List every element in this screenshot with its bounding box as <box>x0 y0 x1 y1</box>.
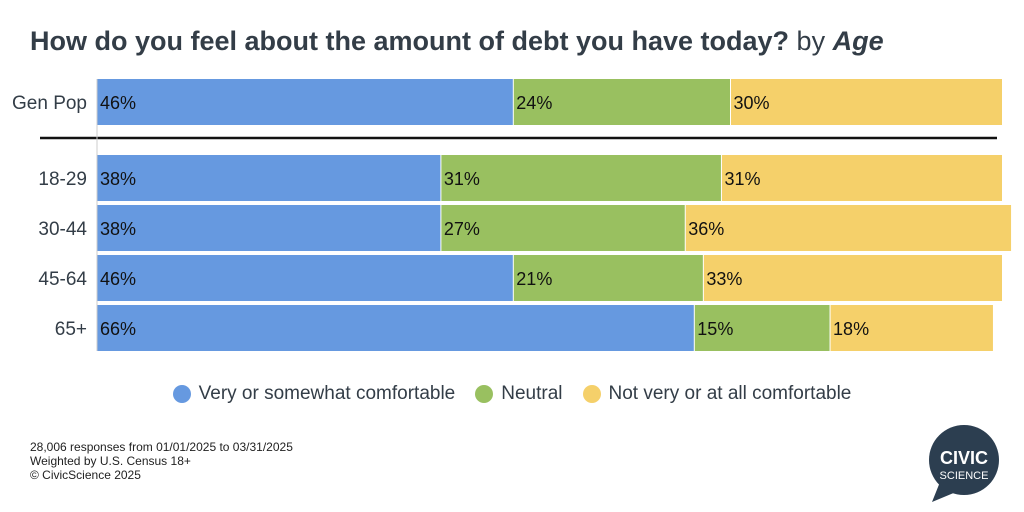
civicscience-logo: CIVIC SCIENCE <box>929 425 999 502</box>
data-label-30-44-not-very-or-at-all-comfortable: 36% <box>688 219 724 239</box>
category-label-45-64: 45-64 <box>38 269 87 290</box>
data-label-30-44-neutral: 27% <box>444 219 480 239</box>
bar-gen-pop-not-very-or-at-all-comfortable <box>730 79 1002 125</box>
legend-swatch <box>172 385 191 403</box>
category-label-30-44: 30-44 <box>38 219 87 240</box>
bar-18-29-neutral <box>440 155 722 201</box>
chart-title: How do you feel about the amount of debt… <box>30 26 884 57</box>
legend: Very or somewhat comfortable Neutral Not v… <box>0 383 1024 405</box>
logo-badge <box>929 425 999 495</box>
data-label-18-29-very-or-somewhat-comfortable: 38% <box>100 169 136 189</box>
bar-gen-pop-neutral <box>513 79 731 125</box>
data-label-18-29-not-very-or-at-all-comfortable: 31% <box>724 169 760 189</box>
category-label-65: 65+ <box>55 319 87 340</box>
bar-45-64-neutral <box>513 255 704 301</box>
logo-text-civic: CIVIC <box>940 448 988 468</box>
stacked-bar-chart: Gen Pop 46% 24% 30% 18-29 38% 31% 31% 30-44 38% 27… <box>12 79 1012 351</box>
data-label-65-not-very-or-at-all-comfortable: 18% <box>833 319 869 339</box>
data-label-30-44-very-or-somewhat-comfortable: 38% <box>100 219 136 239</box>
category-label-18-29: 18-29 <box>38 169 87 190</box>
bar-65-very-or-somewhat-comfortable <box>97 305 695 351</box>
bar-gen-pop-very-or-somewhat-comfortable <box>97 79 514 125</box>
data-label-65-neutral: 15% <box>697 319 733 339</box>
data-label-45-64-neutral: 21% <box>516 269 552 289</box>
footer-weighting: Weighted by U.S. Census 18+ <box>30 454 191 468</box>
title-dimension: Age <box>832 26 884 56</box>
legend-label: Not very or at all comfortable <box>608 383 852 404</box>
footer-responses: 28,006 responses from 01/01/2025 to 03/3… <box>30 440 293 454</box>
legend-item-very-or-somewhat-comfortable: Very or somewhat comfortable <box>172 383 456 405</box>
bar-65-not-very-or-at-all-comfortable <box>830 305 993 351</box>
data-label-65-very-or-somewhat-comfortable: 66% <box>100 319 136 339</box>
bar-65-neutral <box>694 305 831 351</box>
bar-45-64-very-or-somewhat-comfortable <box>97 255 514 301</box>
data-label-gen-pop-very-or-somewhat-comfortable: 46% <box>100 93 136 113</box>
legend-item-not-very-or-at-all-comfortable: Not very or at all comfortable <box>582 383 852 405</box>
bar-18-29-very-or-somewhat-comfortable <box>97 155 441 201</box>
bar-45-64-not-very-or-at-all-comfortable <box>703 255 1002 301</box>
legend-swatch <box>582 385 601 403</box>
data-label-18-29-neutral: 31% <box>444 169 480 189</box>
legend-item-neutral: Neutral <box>475 383 563 405</box>
bar-18-29-not-very-or-at-all-comfortable <box>721 155 1002 201</box>
data-label-gen-pop-not-very-or-at-all-comfortable: 30% <box>734 93 770 113</box>
legend-label: Neutral <box>501 383 563 404</box>
footer-notes: 28,006 responses from 01/01/2025 to 03/3… <box>30 440 293 482</box>
bar-30-44-neutral <box>440 205 686 251</box>
footer-copyright: © CivicScience 2025 <box>30 468 141 482</box>
logo-badge-tail <box>932 482 956 502</box>
data-label-gen-pop-neutral: 24% <box>516 93 552 113</box>
data-label-45-64-very-or-somewhat-comfortable: 46% <box>100 269 136 289</box>
title-question: How do you feel about the amount of debt… <box>30 26 790 56</box>
logo-text-science: SCIENCE <box>940 470 989 482</box>
bar-30-44-very-or-somewhat-comfortable <box>97 205 441 251</box>
legend-swatch <box>475 385 494 403</box>
legend-label: Very or somewhat comfortable <box>198 383 456 404</box>
bar-30-44-not-very-or-at-all-comfortable <box>685 205 1012 251</box>
category-label-gen-pop: Gen Pop <box>12 93 87 114</box>
data-label-45-64-not-very-or-at-all-comfortable: 33% <box>706 269 742 289</box>
title-by: by <box>796 26 826 56</box>
